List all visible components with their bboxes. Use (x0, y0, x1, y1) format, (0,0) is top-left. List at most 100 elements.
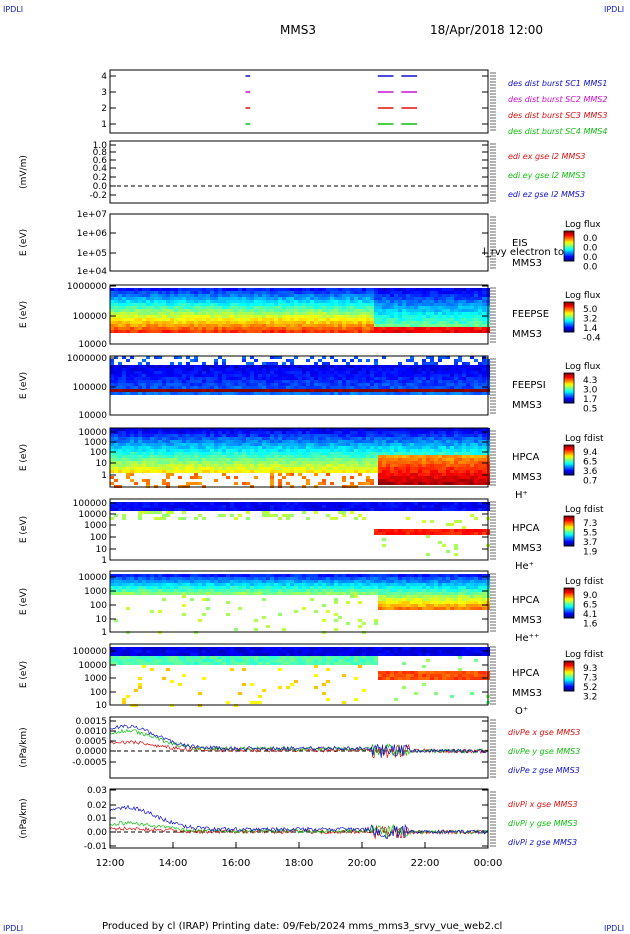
legend-entry: des dist burst SC2 MMS2 (508, 95, 607, 104)
legend-entry: des dist burst SC4 MMS4 (508, 127, 607, 136)
panel-divpe (109, 716, 496, 779)
colorbar-tick-label: 1.4 (583, 324, 598, 334)
y-tick-label: 10000 (78, 573, 107, 583)
legend-entry: divPi y gse MMS3 (508, 819, 578, 828)
colorbar-tick-label: 1.6 (583, 620, 598, 630)
panel-frame (109, 140, 489, 204)
colorbar-tick-label: 3.0 (583, 386, 598, 396)
legend-entry: divPi z gse MMS3 (508, 838, 577, 847)
instrument-label: MMS3 (512, 258, 542, 269)
y-tick-label: 10000 (78, 340, 107, 350)
panel-frame (109, 788, 489, 849)
panel-feepse (109, 284, 496, 345)
y-tick-label: 1e+06 (77, 229, 108, 239)
legend-entry: divPe y gse MMS3 (508, 747, 580, 756)
panel-divpi (109, 788, 496, 849)
y-tick-label: 100 (90, 688, 107, 698)
y-tick-label: 10000 (78, 411, 107, 421)
y-tick-label: 4 (101, 72, 107, 82)
colorbar-tick-label: 0.0 (583, 244, 598, 254)
y-tick-label: 1000 (84, 674, 107, 684)
colorbar-tick-label: 9.4 (583, 448, 598, 458)
y-axis-label: E (eV) (19, 588, 29, 615)
x-tick-label: 20:00 (348, 858, 377, 869)
colorbar-tick-label: 4.1 (583, 610, 597, 620)
colorbar-tick-label: 3.6 (583, 467, 598, 477)
colorbar-tick-label: 0.0 (583, 234, 598, 244)
panel-frame (109, 355, 489, 416)
y-tick-label: 1e+07 (77, 210, 107, 220)
colorbar (563, 587, 575, 619)
y-tick-label: 1000 (84, 438, 107, 448)
panel-frame (109, 69, 489, 134)
y-tick-label: 10000 (78, 661, 107, 671)
y-tick-label: -0.2 (89, 191, 107, 201)
y-tick-label: 0.02 (87, 801, 107, 811)
colorbar-tick-label: 1.7 (583, 395, 597, 405)
instrument-label: HPCA (512, 452, 540, 463)
time-axis (109, 842, 489, 848)
y-tick-label: 10000 (78, 428, 107, 438)
footer-credits: Produced by cl (IRAP) Printing date: 09/… (102, 921, 503, 932)
y-tick-label: 100000 (73, 383, 108, 393)
legend-entry: des dist burst SC3 MMS3 (508, 111, 607, 120)
colorbar-tick-label: 0.0 (583, 263, 598, 273)
panel-hpca_hepp (109, 570, 496, 634)
colorbar-tick-label: 3.7 (583, 538, 597, 548)
instrument-label: MMS3 (512, 472, 542, 483)
corner-label-bottom-left: IPDLI (3, 924, 24, 933)
colorbar-tick-label: 4.3 (583, 376, 597, 386)
instrument-label: He⁺ (515, 561, 534, 572)
colorbar-tick-label: 6.5 (583, 458, 597, 468)
y-tick-label: 100 (90, 601, 107, 611)
colorbar-tick-label: 9.3 (583, 664, 597, 674)
panel-frame (109, 213, 489, 272)
colorbar-tick-label: 7.3 (583, 674, 597, 684)
y-tick-label: 1 (101, 556, 107, 566)
instrument-label: MMS3 (512, 543, 542, 554)
instrument-label: O⁺ (515, 706, 528, 717)
y-axis-label: (mV/m) (19, 155, 29, 189)
panel-burst (109, 69, 496, 134)
panel-frame (109, 427, 489, 488)
colorbar-title: Log flux (565, 291, 601, 301)
y-tick-label: 1 (101, 628, 107, 638)
panel-frame (109, 716, 489, 779)
y-tick-label: 10 (96, 701, 108, 711)
y-tick-label: 100000 (73, 499, 108, 509)
colorbar-tick-label: 0.0 (583, 253, 598, 263)
colorbar-title: Log fdist (565, 577, 604, 587)
y-tick-label: 10000 (78, 510, 107, 520)
instrument-label: FEEPSI (512, 380, 546, 391)
instrument-label: HPCA (512, 523, 540, 534)
y-tick-label: 10 (96, 615, 108, 625)
instrument-label: HPCA (512, 668, 540, 679)
colorbar (563, 301, 575, 333)
instrument-label: FEEPSE (512, 309, 549, 320)
panel-frame (109, 498, 489, 561)
y-tick-label: 3 (101, 88, 107, 98)
panel-feepsi (109, 355, 496, 416)
colorbar-title: Log fdist (565, 505, 604, 515)
y-tick-label: 1000 (84, 587, 107, 597)
trace-green (109, 820, 489, 839)
trace-blue (109, 724, 489, 758)
colorbar-tick-label: 5.2 (583, 683, 597, 693)
instrument-label: EIS (512, 238, 528, 249)
y-axis-label: (nPa/km) (19, 727, 29, 767)
y-tick-label: -0.0005 (72, 758, 107, 768)
instrument-label: H⁺ (515, 490, 528, 501)
colorbar-title: Log flux (565, 362, 601, 372)
colorbar (563, 660, 575, 692)
y-tick-label: 0.6 (93, 156, 108, 166)
instrument-label: MMS3 (512, 329, 542, 340)
y-axis-label: E (eV) (19, 229, 29, 256)
y-tick-label: 0.03 (87, 786, 107, 796)
y-tick-label: 100000 (73, 647, 108, 657)
panel-edi (109, 140, 496, 204)
y-tick-label: 0.00 (87, 828, 107, 838)
y-axis-label: E (eV) (19, 444, 29, 471)
instrument-label: HPCA (512, 595, 540, 606)
y-tick-label: 1e+05 (77, 249, 107, 259)
y-tick-label: 0.2 (93, 173, 107, 183)
